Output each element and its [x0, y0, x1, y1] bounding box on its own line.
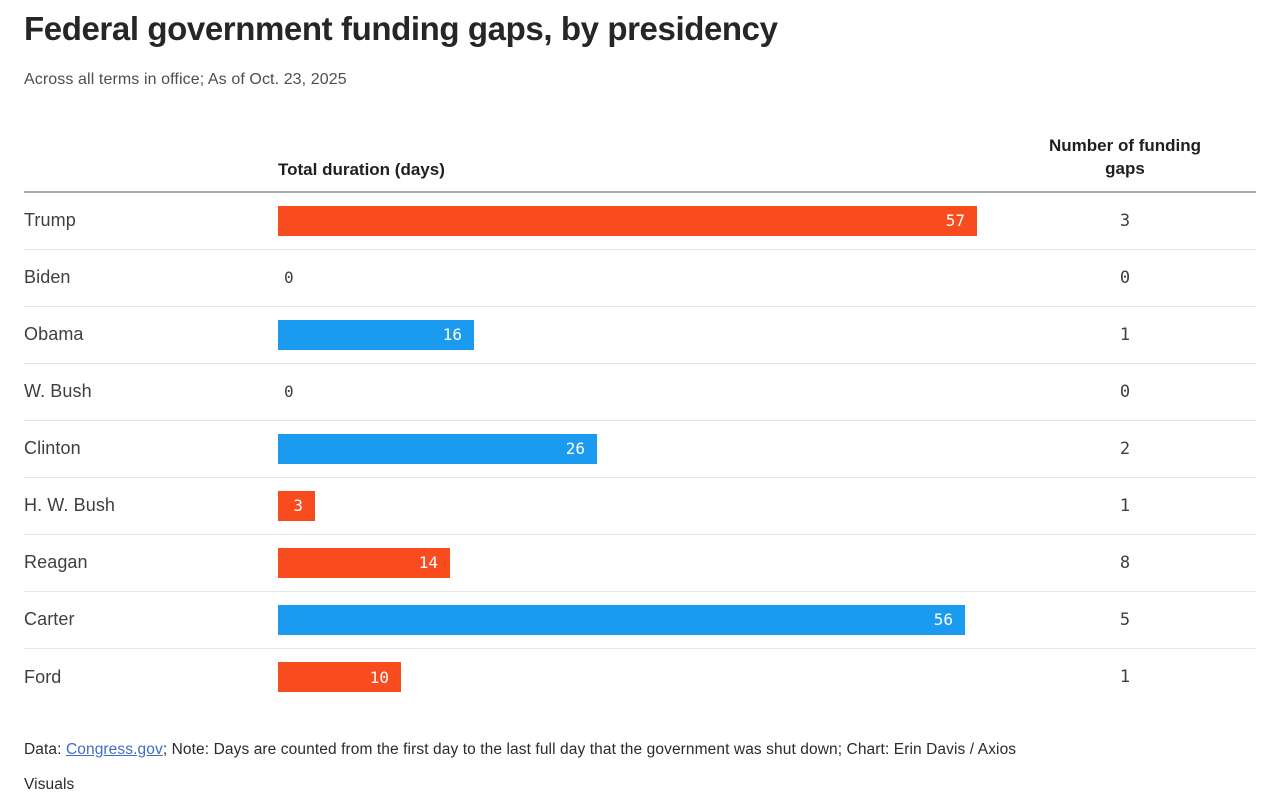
funding-gaps-count: 2 — [1119, 438, 1131, 459]
footer-line-2: Visuals — [24, 775, 75, 793]
funding-gaps-count: 8 — [1119, 552, 1131, 573]
duration-bar-cell: 56 — [278, 604, 1037, 635]
duration-bar-cell: 57 — [278, 205, 1037, 236]
duration-bar-cell: 26 — [278, 433, 1037, 464]
table-row: W. Bush 0 0 — [24, 364, 1256, 421]
duration-bar: 56 — [278, 604, 965, 635]
president-label: Carter — [24, 609, 75, 630]
table-row: Reagan 14 8 — [24, 535, 1256, 592]
duration-value-label: 0 — [284, 268, 294, 288]
duration-column-header: Total duration (days) — [278, 159, 445, 179]
duration-bar-cell: 3 — [278, 490, 1037, 521]
duration-value-label: 10 — [369, 667, 389, 687]
chart-subtitle: Across all terms in office; As of Oct. 2… — [24, 70, 347, 88]
table-row: Clinton 26 2 — [24, 421, 1256, 478]
table-row: Trump 57 3 — [24, 193, 1256, 250]
president-label: Trump — [24, 210, 76, 231]
duration-bar-cell: 14 — [278, 547, 1037, 578]
table-header-row: Total duration (days) Number of funding … — [24, 123, 1256, 193]
congress-gov-link[interactable]: Congress.gov — [65, 740, 163, 758]
funding-gaps-count: 1 — [1119, 324, 1131, 345]
duration-bar: 3 — [278, 490, 315, 521]
president-label: Obama — [24, 324, 84, 345]
gaps-column-header: Number of funding gaps — [1048, 136, 1202, 178]
funding-gaps-count: 1 — [1119, 495, 1131, 516]
duration-bar-cell: 0 — [278, 377, 1037, 407]
duration-bar: 10 — [278, 662, 401, 693]
funding-gaps-count: 3 — [1119, 210, 1131, 231]
footer-line-1: Data: Congress.gov; Note: Days are count… — [24, 732, 1256, 767]
duration-value-label: 56 — [933, 610, 953, 630]
duration-bar-cell: 16 — [278, 319, 1037, 350]
table-row: Biden 0 0 — [24, 250, 1256, 307]
funding-gaps-count: 0 — [1119, 267, 1131, 288]
table-row: Obama 16 1 — [24, 307, 1256, 364]
duration-bar: 16 — [278, 319, 474, 350]
duration-value-label: 26 — [565, 439, 585, 459]
duration-value-label: 57 — [945, 211, 965, 231]
duration-value-label: 14 — [418, 553, 438, 573]
footer-data-label: Data: — [24, 740, 66, 758]
president-label: H. W. Bush — [24, 495, 116, 516]
president-label: Clinton — [24, 438, 81, 459]
footer-note: Data: Congress.gov; Note: Days are count… — [24, 732, 1256, 802]
table-body: Trump 57 3 Biden 0 0 Obama 16 1 W. Bush 0 0 Clinton 2… — [24, 193, 1256, 706]
footer-note-text: ; Note: Days are counted from the first … — [162, 740, 1017, 758]
table-row: Ford 10 1 — [24, 649, 1256, 706]
president-label: Biden — [24, 267, 71, 288]
duration-value-label: 3 — [293, 496, 303, 516]
duration-bar: 26 — [278, 433, 597, 464]
duration-bar: 57 — [278, 205, 977, 236]
duration-bar-cell: 0 — [278, 263, 1037, 293]
table-row: Carter 56 5 — [24, 592, 1256, 649]
duration-bar: 14 — [278, 547, 450, 578]
table-row: H. W. Bush 3 1 — [24, 478, 1256, 535]
funding-gaps-table: Total duration (days) Number of funding … — [24, 123, 1256, 706]
duration-value-label: 0 — [284, 382, 294, 402]
funding-gaps-count: 0 — [1119, 381, 1131, 402]
duration-bar-cell: 10 — [278, 662, 1037, 693]
president-label: Reagan — [24, 552, 88, 573]
funding-gaps-count: 5 — [1119, 609, 1131, 630]
duration-value-label: 16 — [442, 325, 462, 345]
funding-gaps-count: 1 — [1119, 667, 1131, 688]
president-label: W. Bush — [24, 381, 92, 402]
chart-title: Federal government funding gaps, by pres… — [24, 10, 778, 47]
president-label: Ford — [24, 666, 62, 687]
